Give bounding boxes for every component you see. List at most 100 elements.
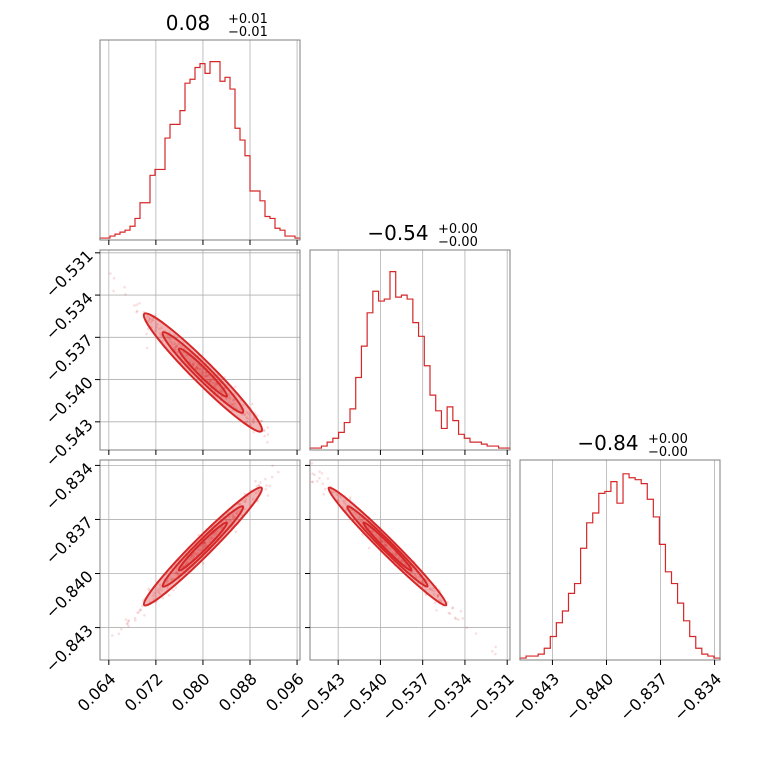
- sample-point: [245, 410, 249, 414]
- sample-point: [112, 276, 116, 280]
- panel-frame: [99, 39, 301, 241]
- sample-point: [385, 543, 388, 547]
- sample-point: [379, 537, 383, 541]
- sample-point: [228, 518, 232, 522]
- sample-point: [160, 326, 163, 330]
- sample-point: [173, 333, 176, 337]
- sample-point: [201, 370, 204, 374]
- sample-point: [243, 492, 247, 496]
- sample-point: [255, 414, 259, 417]
- sample-point: [329, 488, 332, 492]
- sample-point: [112, 289, 115, 293]
- contour-level-0: [327, 486, 448, 607]
- sample-point: [348, 496, 352, 499]
- sample-point: [230, 403, 234, 406]
- sample-point: [266, 433, 270, 436]
- sample-point: [141, 604, 144, 608]
- sample-point: [430, 588, 434, 592]
- sample-point: [320, 472, 324, 475]
- sample-point: [159, 332, 162, 335]
- sample-point: [238, 503, 241, 506]
- sample-point: [264, 488, 268, 491]
- sample-point: [175, 345, 178, 348]
- sample-point: [259, 481, 262, 484]
- sample-point: [205, 374, 209, 377]
- sample-point: [198, 368, 202, 371]
- sample-point: [158, 583, 162, 587]
- sample-point: [166, 334, 169, 338]
- sample-point: [436, 594, 440, 598]
- sample-point: [322, 493, 326, 496]
- sample-point: [321, 482, 325, 486]
- sample-point: [316, 479, 319, 483]
- sample-point: [148, 317, 152, 321]
- sample-point: [185, 561, 189, 564]
- sample-point: [264, 477, 267, 481]
- sample-point: [428, 587, 432, 591]
- sample-point: [170, 578, 173, 581]
- sample-point: [380, 540, 384, 543]
- sample-point: [228, 397, 231, 401]
- sample-point: [187, 557, 191, 561]
- grid-lines: [100, 250, 300, 450]
- panel-2-1: −0.543−0.540−0.537−0.534−0.531: [294, 459, 518, 725]
- sample-point: [191, 362, 195, 366]
- sample-point: [203, 541, 207, 545]
- y-tick-label: −0.840: [41, 567, 96, 622]
- panel-2-2: −0.84 +0.00−0.00 −0.843−0.840−0.837−0.834: [508, 431, 725, 725]
- sample-point: [135, 309, 139, 313]
- sample-point: [451, 606, 455, 609]
- sample-point: [233, 516, 236, 519]
- sample-point: [195, 365, 199, 369]
- sample-point: [117, 632, 121, 636]
- sample-point: [186, 561, 189, 565]
- sample-point: [243, 507, 246, 511]
- sample-point: [149, 321, 152, 324]
- panel-1-0: −0.543−0.540−0.537−0.534−0.531: [41, 246, 301, 470]
- sample-point: [146, 315, 149, 319]
- sample-point: [394, 552, 398, 556]
- sample-point: [205, 374, 208, 378]
- sample-point: [174, 348, 177, 351]
- sample-point: [139, 608, 142, 612]
- sample-point: [127, 619, 130, 622]
- sample-point: [245, 420, 249, 423]
- y-tick-label: −0.843: [41, 621, 96, 676]
- sample-point: [432, 593, 436, 596]
- histogram-0: [99, 61, 301, 240]
- sample-point: [367, 546, 371, 550]
- panel-1-1: −0.54 +0.00−0.00: [309, 221, 511, 455]
- sample-point: [344, 503, 348, 506]
- sample-point: [206, 378, 210, 382]
- sample-point: [215, 383, 218, 386]
- sample-point: [358, 515, 361, 518]
- sample-point: [255, 485, 258, 488]
- title-minus-0: −0.01: [228, 25, 268, 40]
- x-tick-label: 0.080: [168, 669, 214, 715]
- sample-point: [241, 403, 245, 407]
- sample-point: [204, 371, 207, 375]
- histogram-1: [309, 271, 511, 450]
- sample-point: [432, 587, 435, 590]
- sample-point: [214, 532, 217, 536]
- x-tick-label: −0.840: [562, 669, 617, 724]
- sample-point: [235, 512, 238, 515]
- sample-point: [461, 617, 465, 620]
- contour-level-2: [362, 521, 413, 572]
- sample-point: [196, 367, 200, 371]
- sample-point: [193, 552, 197, 555]
- sample-point: [228, 400, 231, 404]
- sample-point: [165, 581, 169, 585]
- sample-point: [232, 515, 235, 518]
- sample-point: [232, 398, 236, 402]
- sample-point: [126, 622, 129, 625]
- sample-point: [456, 618, 460, 621]
- sample-point: [454, 617, 458, 621]
- sample-point: [203, 541, 207, 545]
- sample-point: [336, 498, 339, 502]
- sample-point: [209, 537, 213, 540]
- sample-point: [436, 593, 440, 597]
- sample-point: [343, 501, 346, 505]
- sample-point: [313, 473, 316, 477]
- sample-point: [220, 390, 224, 394]
